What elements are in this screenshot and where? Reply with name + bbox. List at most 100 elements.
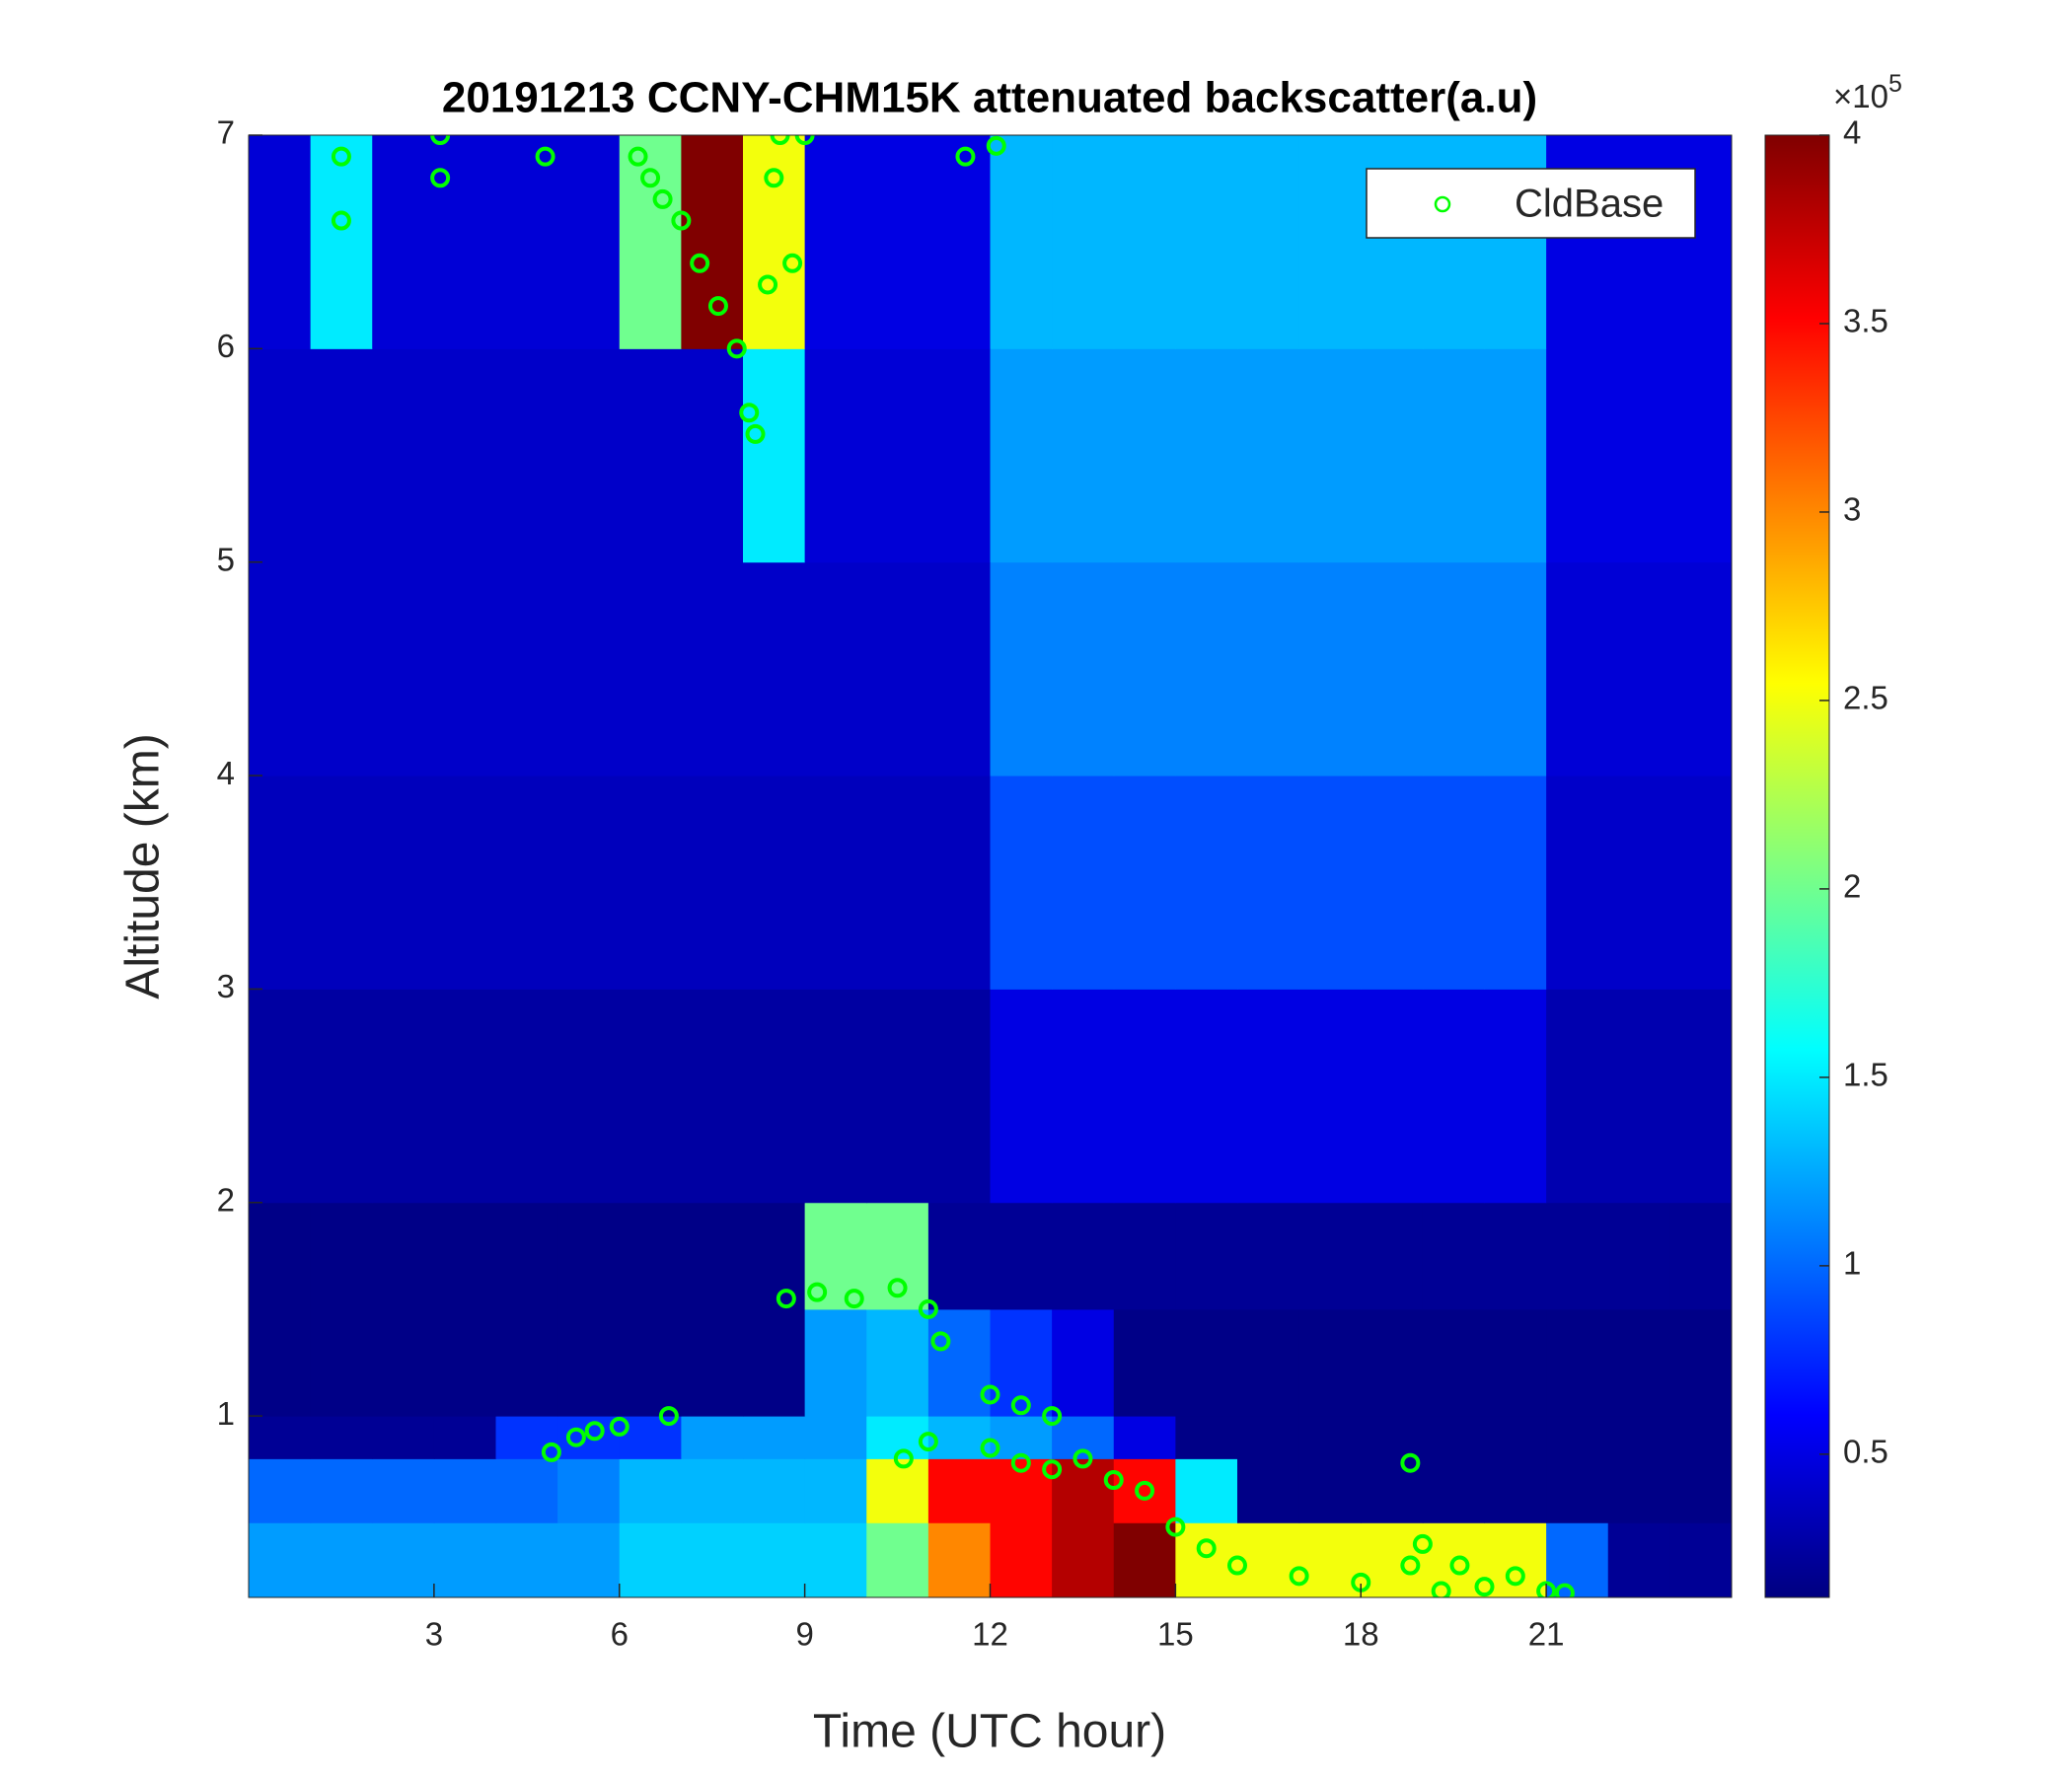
heatmap-cell — [1052, 989, 1115, 1204]
heatmap-cell — [681, 348, 744, 563]
heatmap-cell — [1175, 989, 1238, 1204]
cloud-base-marker — [1042, 1406, 1063, 1427]
cloud-base-marker — [1227, 1555, 1247, 1576]
heatmap-cell — [1546, 135, 1609, 349]
heatmap-cell — [927, 1202, 991, 1310]
heatmap-cell — [619, 348, 682, 563]
heatmap-cell — [681, 561, 744, 777]
heatmap-cell — [1361, 989, 1424, 1204]
heatmap-cell — [1669, 561, 1732, 777]
heatmap-cell — [1546, 1416, 1609, 1459]
heatmap-cell — [1422, 135, 1485, 349]
cloud-base-marker — [640, 168, 661, 188]
heatmap-cell — [866, 1202, 929, 1310]
heatmap-cell — [1298, 1308, 1362, 1417]
cloud-base-marker — [1431, 1581, 1451, 1597]
heatmap-cell — [1113, 1458, 1176, 1523]
heatmap-cell — [681, 1416, 744, 1459]
heatmap-cell — [1237, 1416, 1300, 1459]
heatmap-cell — [927, 135, 991, 349]
cloud-base-marker — [430, 168, 451, 188]
heatmap-cell — [1484, 348, 1547, 563]
heatmap-cell — [804, 989, 867, 1204]
cloud-base-marker — [1449, 1555, 1470, 1576]
heatmap-cell — [1237, 561, 1300, 777]
heatmap-cell — [1546, 1522, 1609, 1597]
heatmap-cell — [990, 1522, 1053, 1597]
heatmap-cell — [1237, 1458, 1300, 1523]
heatmap-cell — [619, 561, 682, 777]
cloud-base-marker — [930, 1331, 951, 1352]
heatmap-cell — [743, 348, 806, 563]
heatmap-cell — [1361, 348, 1424, 563]
heatmap-cell — [619, 989, 682, 1204]
heatmap-cell — [557, 776, 621, 990]
heatmap-cell — [1607, 776, 1670, 990]
heatmap-cell — [495, 989, 558, 1204]
cloud-base-marker — [1412, 1533, 1433, 1554]
cloud-base-marker — [1103, 1470, 1124, 1491]
heatmap-cell — [866, 1458, 929, 1523]
cloud-base-marker — [758, 274, 778, 295]
cloud-base-marker — [584, 1421, 605, 1442]
heatmap-cell — [557, 135, 621, 349]
colorbar-multiplier-base: ×10 — [1833, 78, 1888, 114]
heatmap-cell — [1175, 348, 1238, 563]
heatmap-cell — [433, 561, 496, 777]
y-tick-label: 7 — [217, 114, 235, 151]
heatmap-cell — [433, 1202, 496, 1310]
x-tick-label: 6 — [611, 1616, 629, 1653]
heatmap-cell — [249, 989, 312, 1204]
heatmap-cell — [1113, 135, 1176, 349]
heatmap-cell — [1546, 1202, 1609, 1310]
heatmap-cell — [990, 989, 1053, 1204]
heatmap-cell — [495, 1416, 558, 1459]
heatmap-cell — [1484, 135, 1547, 349]
cloud-base-marker — [1289, 1566, 1309, 1587]
heatmap-cell — [557, 1202, 621, 1310]
heatmap-cell — [249, 1202, 312, 1310]
cloud-base-marker — [770, 135, 790, 145]
cloud-base-marker — [658, 1406, 679, 1427]
heatmap-cell — [1052, 1458, 1115, 1523]
colorbar-tick-label: 0.5 — [1843, 1434, 1888, 1470]
heatmap-cell — [1669, 348, 1732, 563]
heatmap-cell — [866, 1308, 929, 1417]
heatmap-cell — [1607, 1202, 1670, 1310]
cloud-base-marker — [980, 1384, 1000, 1405]
heatmap-cell — [1546, 989, 1609, 1204]
heatmap-cell — [743, 1202, 806, 1310]
x-tick-label: 12 — [972, 1616, 1008, 1653]
heatmap-cell — [1113, 1308, 1176, 1417]
heatmap-cell — [372, 135, 435, 349]
x-axis-label: Time (UTC hour) — [813, 1706, 1166, 1758]
cloud-base-marker — [764, 168, 784, 188]
cloud-base-marker — [776, 1289, 796, 1309]
cloud-base-marker — [745, 423, 766, 444]
heatmap-cell — [1607, 1522, 1670, 1597]
heatmap-cell — [1237, 1522, 1300, 1597]
heatmap-cell — [1237, 348, 1300, 563]
heatmap-cell — [372, 1416, 435, 1459]
heatmap-cell — [1361, 776, 1424, 990]
heatmap-cell — [1298, 348, 1362, 563]
heatmap-cell — [372, 348, 435, 563]
heatmap-cell — [990, 1308, 1053, 1417]
heatmap-cell — [310, 135, 373, 349]
heatmap-cell — [681, 1458, 744, 1523]
heatmap-cell — [619, 1522, 682, 1597]
heatmap-cell — [990, 135, 1053, 349]
heatmap-cell — [1175, 1522, 1238, 1597]
cloud-base-marker — [980, 1438, 1000, 1458]
heatmap-cell — [804, 561, 867, 777]
heatmap-cell — [866, 1522, 929, 1597]
colorbar-exponent: 5 — [1888, 70, 1902, 98]
heatmap-cell — [1546, 1458, 1609, 1523]
heatmap-cell — [433, 989, 496, 1204]
heatmap-cell — [1484, 989, 1547, 1204]
heatmap-cell — [495, 135, 558, 349]
heatmap-cell — [433, 135, 496, 349]
colorbar-tick-label: 2.5 — [1843, 680, 1888, 716]
heatmap-cell — [433, 1416, 496, 1459]
cloud-base-marker — [1165, 1517, 1186, 1537]
